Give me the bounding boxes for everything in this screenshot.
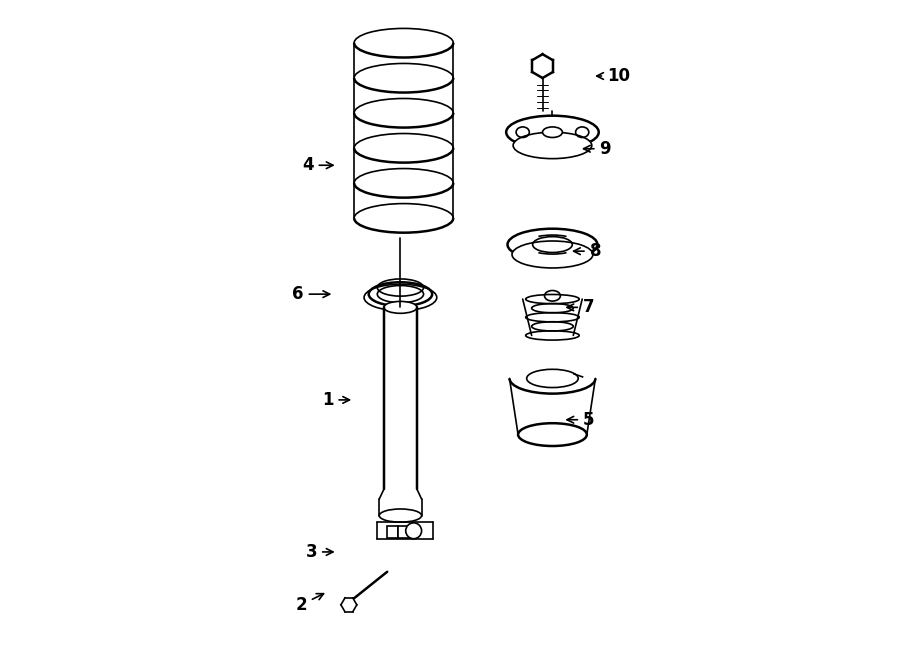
Text: 4: 4 [302,156,333,175]
Text: 10: 10 [597,67,630,85]
Text: 8: 8 [573,242,601,260]
Ellipse shape [513,132,592,159]
Ellipse shape [506,116,598,149]
Text: 7: 7 [567,298,595,317]
Ellipse shape [384,301,417,313]
Ellipse shape [543,127,562,137]
Ellipse shape [518,423,587,446]
Bar [399,526,410,538]
Ellipse shape [512,241,593,268]
Text: 2: 2 [295,594,324,614]
Text: 1: 1 [322,391,349,409]
Circle shape [406,523,421,539]
Text: 5: 5 [567,410,595,429]
Text: 9: 9 [583,139,611,158]
Text: 6: 6 [292,285,329,303]
Ellipse shape [379,509,421,522]
Text: 3: 3 [305,543,333,561]
Bar [386,526,399,538]
Ellipse shape [508,229,598,260]
